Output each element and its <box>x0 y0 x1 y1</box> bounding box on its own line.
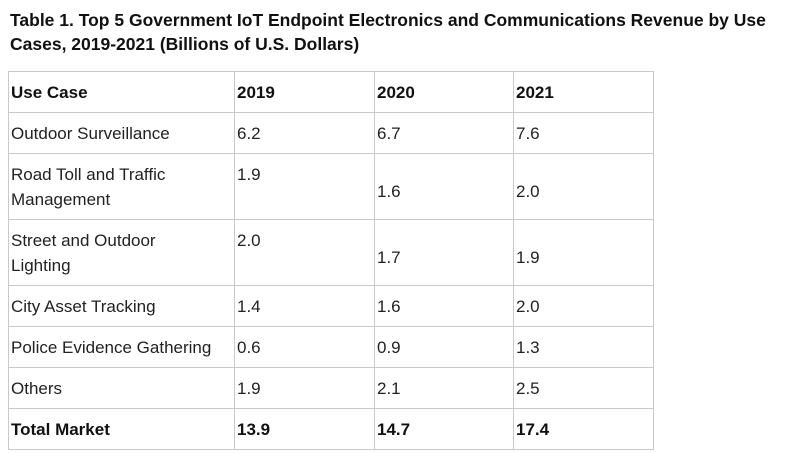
value-2021-cell: 7.6 <box>513 112 654 154</box>
table-row: City Asset Tracking 1.4 1.6 2.0 <box>8 285 654 327</box>
use-case-line-1: Street and Outdoor <box>11 231 156 250</box>
table-row: Police Evidence Gathering 0.6 0.9 1.3 <box>8 326 654 368</box>
table-row: Outdoor Surveillance 6.2 6.7 7.6 <box>8 112 654 154</box>
use-case-cell: Others <box>8 367 235 409</box>
header-2019: 2019 <box>234 71 375 113</box>
value-2021-cell: 1.3 <box>513 326 654 368</box>
use-case-line-1: Road Toll and Traffic <box>11 165 166 184</box>
value-2021-cell: 2.0 <box>513 153 654 220</box>
value-2019-cell: 0.6 <box>234 326 375 368</box>
value-2020-cell: 6.7 <box>374 112 514 154</box>
total-2021-cell: 17.4 <box>513 408 654 450</box>
table-row: Street and Outdoor Lighting 2.0 1.7 1.9 <box>8 219 654 286</box>
table-total-row: Total Market 13.9 14.7 17.4 <box>8 408 654 450</box>
use-case-line-2: Management <box>11 190 111 209</box>
value-2019-cell: 1.9 <box>234 153 375 220</box>
value-2020-cell: 1.7 <box>374 219 514 286</box>
table-row: Others 1.9 2.1 2.5 <box>8 367 654 409</box>
value-2021-cell: 1.9 <box>513 219 654 286</box>
header-2020: 2020 <box>374 71 514 113</box>
total-2020-cell: 14.7 <box>374 408 514 450</box>
value-2021-cell: 2.0 <box>513 285 654 327</box>
header-2021: 2021 <box>513 71 654 113</box>
value-2019-cell: 1.4 <box>234 285 375 327</box>
total-2019-cell: 13.9 <box>234 408 375 450</box>
table-caption: Table 1. Top 5 Government IoT Endpoint E… <box>10 10 766 54</box>
use-case-cell: Outdoor Surveillance <box>8 112 235 154</box>
value-2019-cell: 6.2 <box>234 112 375 154</box>
value-2020-cell: 0.9 <box>374 326 514 368</box>
value-2020-cell: 1.6 <box>374 153 514 220</box>
value-2019-cell: 2.0 <box>234 219 375 286</box>
use-case-cell: Road Toll and Traffic Management <box>8 153 235 220</box>
value-2020-cell: 2.1 <box>374 367 514 409</box>
header-use-case: Use Case <box>8 71 235 113</box>
use-case-cell: Street and Outdoor Lighting <box>8 219 235 286</box>
value-2021-cell: 2.5 <box>513 367 654 409</box>
table-header-row: Use Case 2019 2020 2021 <box>8 71 654 113</box>
table-row: Road Toll and Traffic Management 1.9 1.6… <box>8 153 654 220</box>
value-2019-cell: 1.9 <box>234 367 375 409</box>
total-label-cell: Total Market <box>8 408 235 450</box>
use-case-cell: Police Evidence Gathering <box>8 326 235 368</box>
use-case-cell: City Asset Tracking <box>8 285 235 327</box>
value-2020-cell: 1.6 <box>374 285 514 327</box>
use-case-line-2: Lighting <box>11 256 71 275</box>
revenue-table: Use Case 2019 2020 2021 Outdoor Surveill… <box>8 71 654 450</box>
